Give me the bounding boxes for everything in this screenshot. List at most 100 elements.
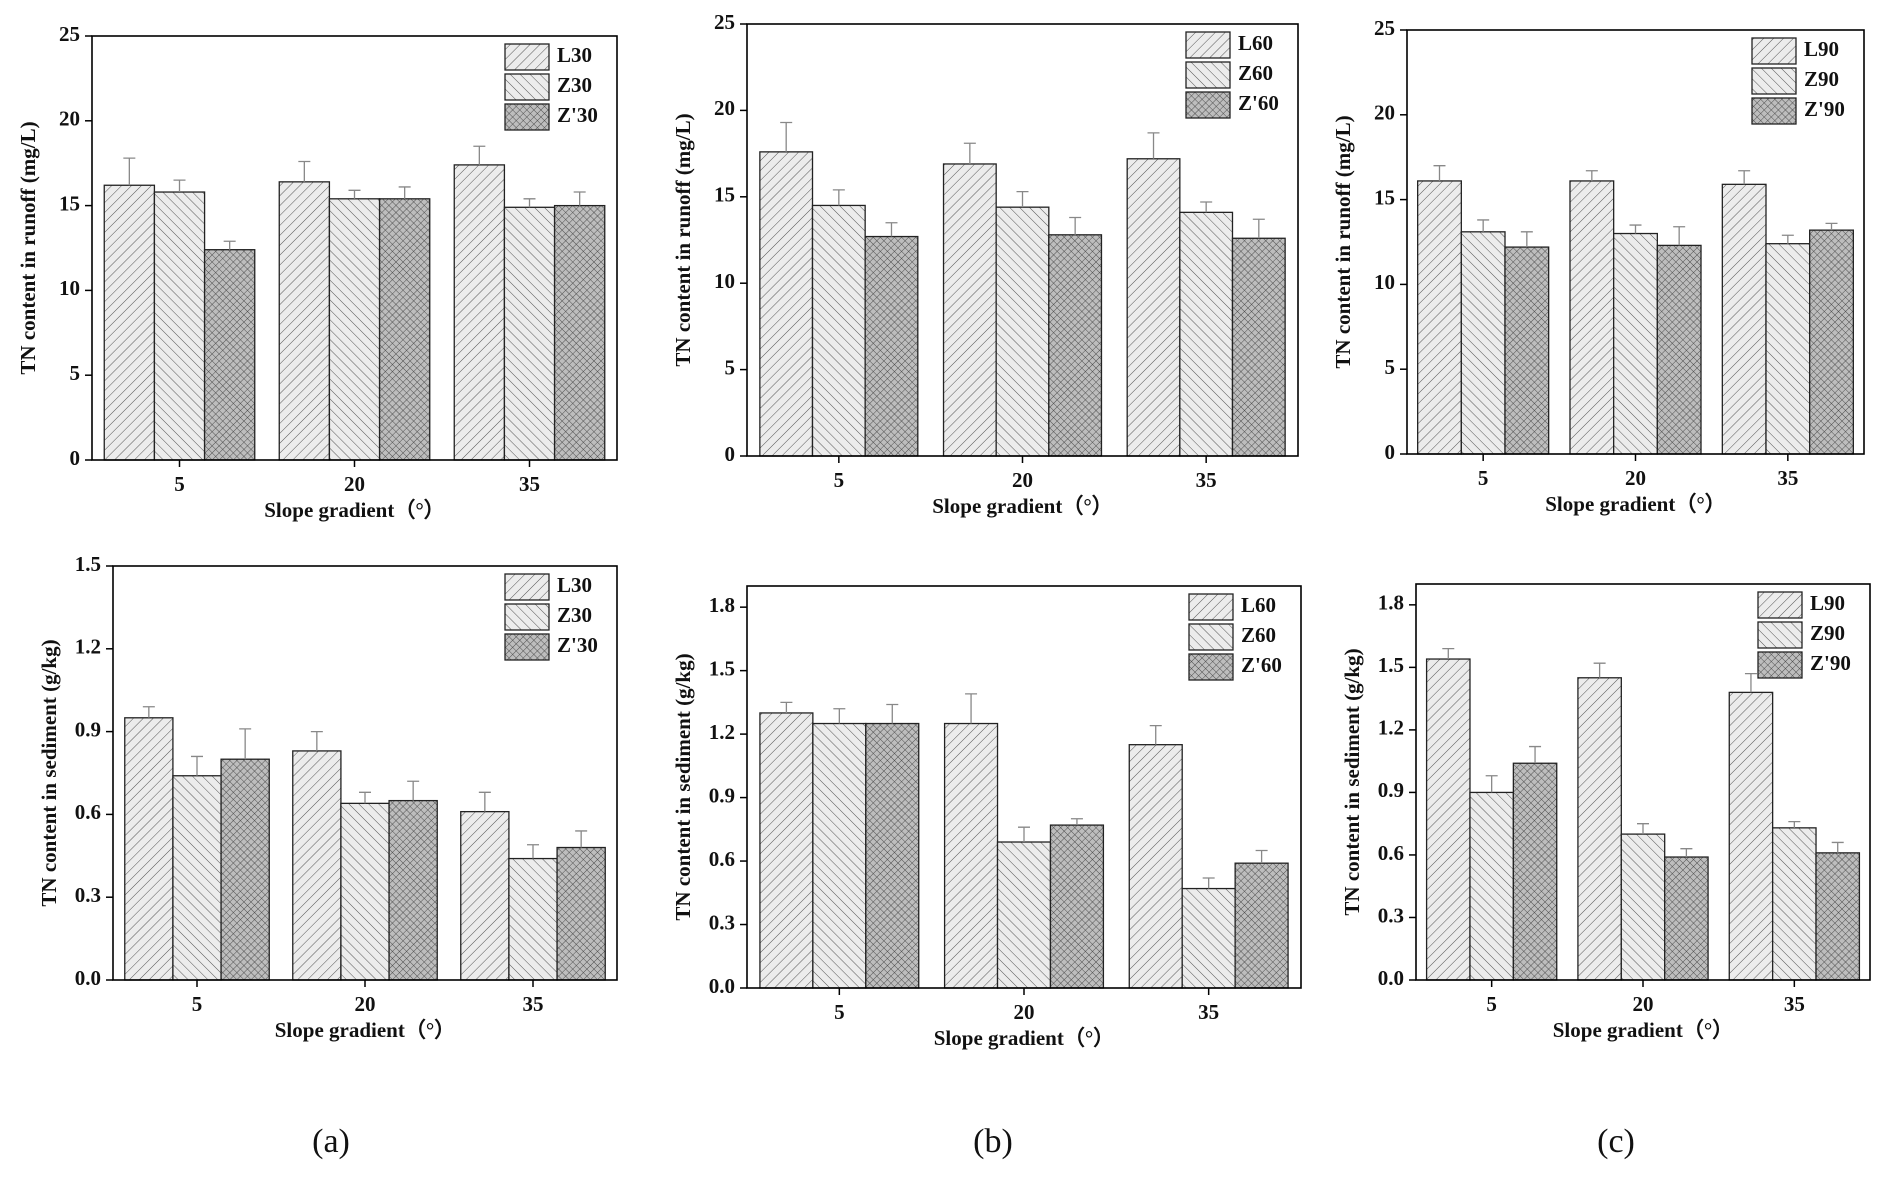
bar: [1179, 211, 1234, 457]
bar: [556, 846, 606, 981]
error-bar: [1252, 218, 1265, 239]
x-tick-label: 20: [1633, 992, 1654, 1016]
error-bar: [398, 186, 411, 199]
bar: [553, 204, 606, 461]
y-tick-label: 1.8: [709, 593, 735, 617]
bar: [1721, 183, 1767, 455]
error-bar: [1585, 170, 1598, 181]
y-tick-label: 0.0: [75, 966, 101, 990]
bar: [278, 181, 331, 461]
y-tick-label: 20: [714, 96, 735, 120]
x-tick-label: 35: [523, 992, 544, 1016]
error-bar: [1637, 823, 1649, 835]
bar: [1234, 862, 1289, 989]
y-tick-label: 1.2: [1378, 716, 1404, 740]
error-bar: [1485, 775, 1498, 793]
bar: [996, 841, 1052, 989]
bar: [1809, 229, 1854, 455]
y-tick-label: 1.5: [709, 656, 735, 680]
error-bar: [523, 198, 536, 208]
y-tick-label: 20: [1374, 101, 1395, 125]
x-axis-label: Slope gradient（°）: [275, 1018, 456, 1042]
y-tick-label: 0: [70, 446, 81, 470]
error-bar: [1018, 826, 1030, 843]
y-tick-label: 10: [1374, 270, 1395, 294]
error-bar: [473, 145, 486, 165]
plot-frame: [1406, 29, 1865, 455]
error-bar: [142, 706, 155, 718]
error-bar: [573, 191, 586, 206]
x-tick-label: 20: [1012, 468, 1033, 492]
legend-swatch: [1757, 591, 1803, 619]
x-tick-label: 20: [1014, 1000, 1035, 1024]
legend-swatch: [1185, 31, 1231, 59]
legend-swatch: [1751, 37, 1797, 65]
bar: [1771, 827, 1817, 981]
y-tick-label: 0.3: [75, 883, 101, 907]
error-bar: [1781, 234, 1794, 244]
bar: [388, 799, 438, 981]
x-tick-label: 5: [1486, 992, 1497, 1016]
bar: [1765, 243, 1811, 455]
legend-label: Z'60: [1241, 653, 1282, 677]
legend-swatch: [1757, 621, 1803, 649]
legend-swatch: [1185, 91, 1231, 119]
x-axis-label: Slope gradient（°）: [932, 494, 1113, 518]
bar: [340, 802, 390, 981]
y-tick-label: 5: [1385, 355, 1396, 379]
plot-frame: [112, 565, 618, 981]
y-tick-label: 0.9: [75, 717, 101, 741]
y-tick-label: 1.2: [709, 720, 735, 744]
bar: [943, 722, 999, 989]
bar: [1469, 791, 1515, 981]
error-bar: [1070, 818, 1083, 826]
y-axis-label: TN content in runoff (mg/L): [16, 121, 40, 374]
y-axis-label: TN content in sediment (g/kg): [671, 653, 695, 920]
bar: [864, 235, 919, 457]
panel-label: (a): [312, 1123, 350, 1160]
legend-label: L30: [557, 43, 592, 67]
legend-label: Z30: [557, 603, 592, 627]
plot-frame: [746, 23, 1299, 457]
error-bar: [1593, 662, 1606, 678]
error-bar: [1825, 222, 1838, 231]
x-tick-label: 5: [834, 1000, 845, 1024]
error-bar: [886, 703, 899, 724]
error-bar: [223, 240, 236, 250]
bar: [1613, 232, 1658, 455]
error-bar: [359, 791, 371, 804]
x-tick-label: 5: [1478, 466, 1489, 490]
bar: [1049, 824, 1105, 989]
legend-label: L60: [1238, 31, 1273, 55]
x-tick-label: 35: [519, 472, 540, 496]
legend-swatch: [504, 73, 550, 101]
y-tick-label: 1.5: [75, 552, 101, 576]
legend-label: Z90: [1804, 67, 1839, 91]
x-tick-label: 5: [174, 472, 185, 496]
bar: [942, 163, 997, 457]
plot-frame: [746, 585, 1302, 989]
bar: [153, 191, 206, 461]
x-axis-label: Slope gradient（°）: [264, 498, 445, 522]
error-bar: [1149, 724, 1162, 745]
y-tick-label: 5: [725, 355, 736, 379]
error-bar: [527, 844, 539, 859]
y-tick-label: 20: [59, 107, 80, 131]
error-bar: [1738, 170, 1751, 185]
legend-label: Z'60: [1238, 91, 1279, 115]
bar: [1231, 237, 1286, 457]
x-tick-label: 20: [355, 992, 376, 1016]
legend-label: Z60: [1238, 61, 1273, 85]
error-bar: [1831, 841, 1844, 853]
bar: [172, 775, 222, 981]
error-bar: [965, 693, 978, 724]
error-bar: [833, 708, 846, 724]
error-bar: [310, 730, 323, 751]
legend-swatch: [1751, 97, 1797, 125]
error-bar: [1255, 849, 1268, 864]
y-tick-label: 0.6: [75, 800, 101, 824]
error-bar: [1016, 190, 1029, 208]
bar: [1620, 833, 1666, 981]
bar: [1126, 158, 1181, 457]
